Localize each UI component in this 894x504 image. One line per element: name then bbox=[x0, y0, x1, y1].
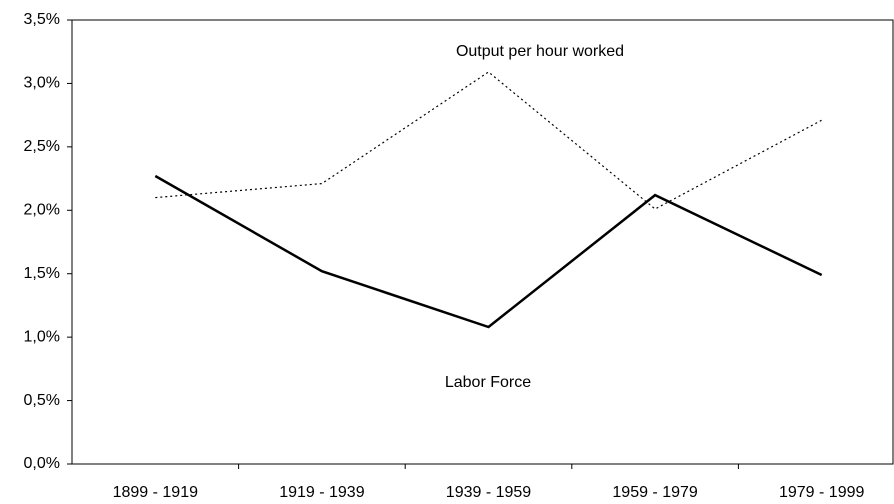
x-tick-label: 1959 - 1979 bbox=[612, 484, 698, 501]
y-tick-label: 2,5% bbox=[24, 138, 60, 155]
y-tick-label: 0,0% bbox=[24, 455, 60, 472]
y-tick-label: 1,5% bbox=[24, 265, 60, 282]
x-tick-label: 1939 - 1959 bbox=[446, 484, 532, 501]
plot-frame bbox=[71, 19, 894, 465]
y-tick-label: 3,0% bbox=[24, 75, 60, 92]
y-tick-label: 1,0% bbox=[24, 328, 60, 345]
x-tick-label: 1979 - 1999 bbox=[779, 484, 865, 501]
series-label: Labor Force bbox=[445, 374, 531, 391]
x-tick-label: 1899 - 1919 bbox=[113, 484, 199, 501]
y-tick-label: 2,0% bbox=[24, 202, 60, 219]
y-tick-label: 3,5% bbox=[24, 11, 60, 28]
series-line bbox=[155, 71, 822, 210]
x-tick-label: 1919 - 1939 bbox=[279, 484, 365, 501]
series-line bbox=[154, 174, 823, 329]
y-tick-label: 0,5% bbox=[24, 392, 60, 409]
series-label: Output per hour worked bbox=[456, 43, 624, 60]
